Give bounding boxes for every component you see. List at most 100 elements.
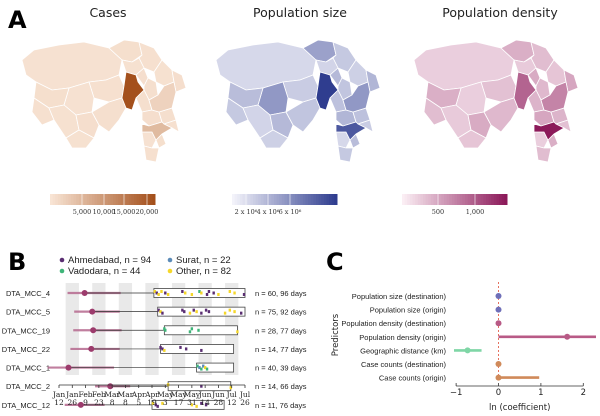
- colorbar-segment: [467, 194, 471, 205]
- colorbar-tick-label: 6 x 10⁶: [279, 208, 302, 216]
- x-tick-label-month: Jan: [65, 390, 78, 399]
- colorbar-segment: [50, 194, 54, 205]
- colorbar-segment: [478, 194, 482, 205]
- predictor-estimate: [495, 320, 502, 327]
- colorbar-tick-label: 5,000: [73, 208, 92, 216]
- x-tick-label-day: 8: [123, 398, 128, 407]
- colorbar-segment: [144, 194, 148, 205]
- colorbar-segment: [247, 194, 251, 205]
- colorbar-segment: [454, 194, 458, 205]
- lineage-label: DTA_MCC_22: [2, 345, 50, 354]
- x-tick-label-month: May: [157, 390, 174, 399]
- district-dahod: [365, 69, 381, 93]
- colorbar-segment: [242, 194, 246, 205]
- x-tick-label-month: Mar: [104, 390, 120, 399]
- sample-point: [200, 291, 203, 295]
- colorbar-segment: [465, 194, 469, 205]
- district-bhavnagar: [91, 97, 127, 133]
- colorbar-segment: [470, 194, 474, 205]
- predictor-estimate: [495, 306, 502, 313]
- colorbar-segment: [318, 194, 322, 205]
- lineage-annotation: n = 40, 39 days: [255, 364, 307, 373]
- legend-label: Surat, n = 22: [176, 255, 231, 266]
- sample-point: [207, 310, 211, 314]
- x-tick-label-day: 9: [83, 398, 88, 407]
- tmrca-point: [77, 401, 84, 408]
- colorbar-segment: [323, 194, 327, 205]
- x-tick-label-month: Feb: [92, 390, 106, 399]
- sample-point: [229, 386, 232, 390]
- district-girsomnath: [259, 129, 289, 149]
- colorbar-segment: [60, 194, 64, 205]
- lineage-row: DTA_MCC_1 n = 40, 39 days: [6, 362, 307, 373]
- colorbar-segment: [496, 194, 500, 205]
- x-tick-label-month: Jul: [226, 390, 238, 399]
- colorbar-segment: [462, 194, 466, 205]
- colorbar-segment: [274, 194, 278, 205]
- colorbar-segment: [284, 194, 288, 205]
- sample-point: [197, 328, 200, 332]
- sample-point: [188, 330, 192, 334]
- colorbar-segment: [271, 194, 275, 205]
- x-tick-label-month: Mar: [118, 390, 134, 399]
- panel-b-letter: B: [8, 248, 27, 276]
- sample-point: [157, 308, 160, 312]
- x-tick-label-day: 8: [110, 398, 115, 407]
- map-title-population-size: Population size: [253, 5, 347, 20]
- colorbar-segment: [139, 194, 143, 205]
- predictor-estimate: [495, 361, 502, 367]
- colorbar-segment: [308, 194, 312, 205]
- lineage-label: DTA_MCC_5: [6, 308, 50, 317]
- sample-point: [204, 403, 208, 407]
- district-valsad: [535, 145, 552, 163]
- colorbar-segment: [287, 194, 291, 205]
- background-stripe: [145, 283, 159, 375]
- x-tick-label-day: 19: [147, 398, 157, 407]
- colorbar-segment: [475, 194, 479, 205]
- sample-point: [200, 401, 203, 405]
- colorbar-segment: [297, 194, 301, 205]
- colorbar-tick-label: 15,000: [113, 208, 136, 216]
- sample-point: [195, 404, 198, 408]
- x-tick-label-month: Jul: [239, 390, 251, 399]
- colorbar-segment: [118, 194, 122, 205]
- sample-point: [160, 290, 163, 293]
- background-stripe: [92, 283, 106, 375]
- predictor-label: Case counts (origin): [379, 374, 447, 383]
- colorbar-segment: [68, 194, 72, 205]
- colorbar-segment: [253, 194, 257, 205]
- sample-point: [157, 293, 160, 296]
- lineage-row: DTA_MCC_12 n = 11, 76 days: [2, 399, 306, 410]
- colorbar-segment: [136, 194, 140, 205]
- y-axis-label: Predictors: [331, 313, 341, 356]
- district-valsad: [337, 145, 354, 163]
- colorbar-tick-label: 2 x 10⁶: [235, 208, 258, 216]
- sample-point: [217, 293, 220, 296]
- district-vadodara: [540, 81, 569, 113]
- district-porbandar: [31, 97, 55, 126]
- background-stripe: [118, 283, 133, 375]
- colorbar-segment: [147, 194, 151, 205]
- x-tick-label-day: 17: [174, 398, 184, 407]
- district-amreli: [269, 111, 294, 139]
- colorbar-segment: [457, 194, 461, 205]
- lineage-span-box: [160, 344, 235, 354]
- colorbar-segment: [126, 194, 130, 205]
- district-ahmedabad: [315, 71, 339, 111]
- legend-label: Other, n = 82: [176, 266, 231, 277]
- colorbar-tick-label: 10,000: [93, 208, 116, 216]
- colorbar-segment: [99, 194, 103, 205]
- x-tick-label-day: 31: [187, 398, 197, 407]
- colorbar-segment: [493, 194, 497, 205]
- colorbar-segment: [486, 194, 490, 205]
- sample-point: [200, 384, 203, 388]
- colorbar-segment: [113, 194, 117, 205]
- tmrca-point: [89, 308, 96, 315]
- colorbar-segment: [281, 194, 285, 205]
- colorbar-segment: [107, 194, 111, 205]
- district-porbandar: [225, 97, 249, 126]
- lineage-row: DTA_MCC_5 n = 75, 92 days: [6, 306, 307, 317]
- panel-c-letter: C: [326, 248, 344, 276]
- district-dahod: [171, 69, 187, 93]
- lineage-label: DTA_MCC_2: [6, 382, 50, 391]
